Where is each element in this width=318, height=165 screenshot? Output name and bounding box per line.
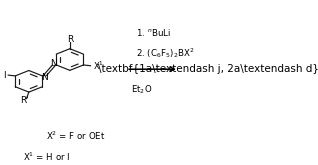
Text: \textbf{1a\textendash j, 2a\textendash d}: \textbf{1a\textendash j, 2a\textendash d… [98,64,318,74]
Text: R': R' [20,97,29,105]
Text: N: N [51,59,57,68]
Text: 2. (C$_6$F$_5$)$_2$BX$^2$: 2. (C$_6$F$_5$)$_2$BX$^2$ [135,46,194,60]
Text: Et$_2$O: Et$_2$O [131,84,152,96]
Text: X$^2$ = F or OEt: X$^2$ = F or OEt [46,129,106,142]
Text: X$^1$: X$^1$ [93,60,104,72]
Text: R: R [67,35,73,44]
Text: I: I [3,71,5,80]
Text: N: N [41,73,48,82]
Text: X$^1$ = H or I: X$^1$ = H or I [23,151,70,163]
Text: 1. $^{n}$BuLi: 1. $^{n}$BuLi [135,27,170,38]
